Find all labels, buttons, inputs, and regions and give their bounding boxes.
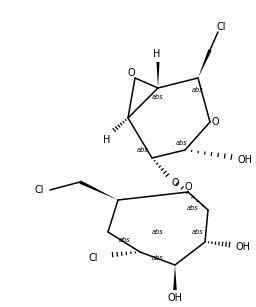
- Text: O: O: [171, 178, 179, 188]
- Polygon shape: [79, 181, 118, 200]
- Text: OH: OH: [167, 293, 183, 303]
- Polygon shape: [173, 265, 177, 290]
- Text: H: H: [103, 135, 111, 145]
- Polygon shape: [156, 62, 159, 88]
- Text: Cl: Cl: [88, 253, 98, 263]
- Polygon shape: [198, 49, 212, 78]
- Text: Cl: Cl: [216, 22, 226, 32]
- Text: O: O: [127, 68, 135, 78]
- Text: H: H: [153, 49, 161, 59]
- Text: abs: abs: [137, 147, 149, 153]
- Text: abs: abs: [119, 237, 131, 243]
- Text: abs: abs: [152, 229, 164, 235]
- Text: abs: abs: [152, 255, 164, 261]
- Text: abs: abs: [192, 229, 204, 235]
- Text: OH: OH: [238, 155, 252, 165]
- Text: O: O: [184, 182, 192, 192]
- Text: abs: abs: [187, 205, 199, 211]
- Text: abs: abs: [192, 87, 204, 93]
- Text: Cl: Cl: [34, 185, 44, 195]
- Text: O: O: [211, 117, 219, 127]
- Text: abs: abs: [152, 94, 164, 100]
- Text: OH: OH: [236, 242, 251, 252]
- Text: abs: abs: [176, 140, 188, 146]
